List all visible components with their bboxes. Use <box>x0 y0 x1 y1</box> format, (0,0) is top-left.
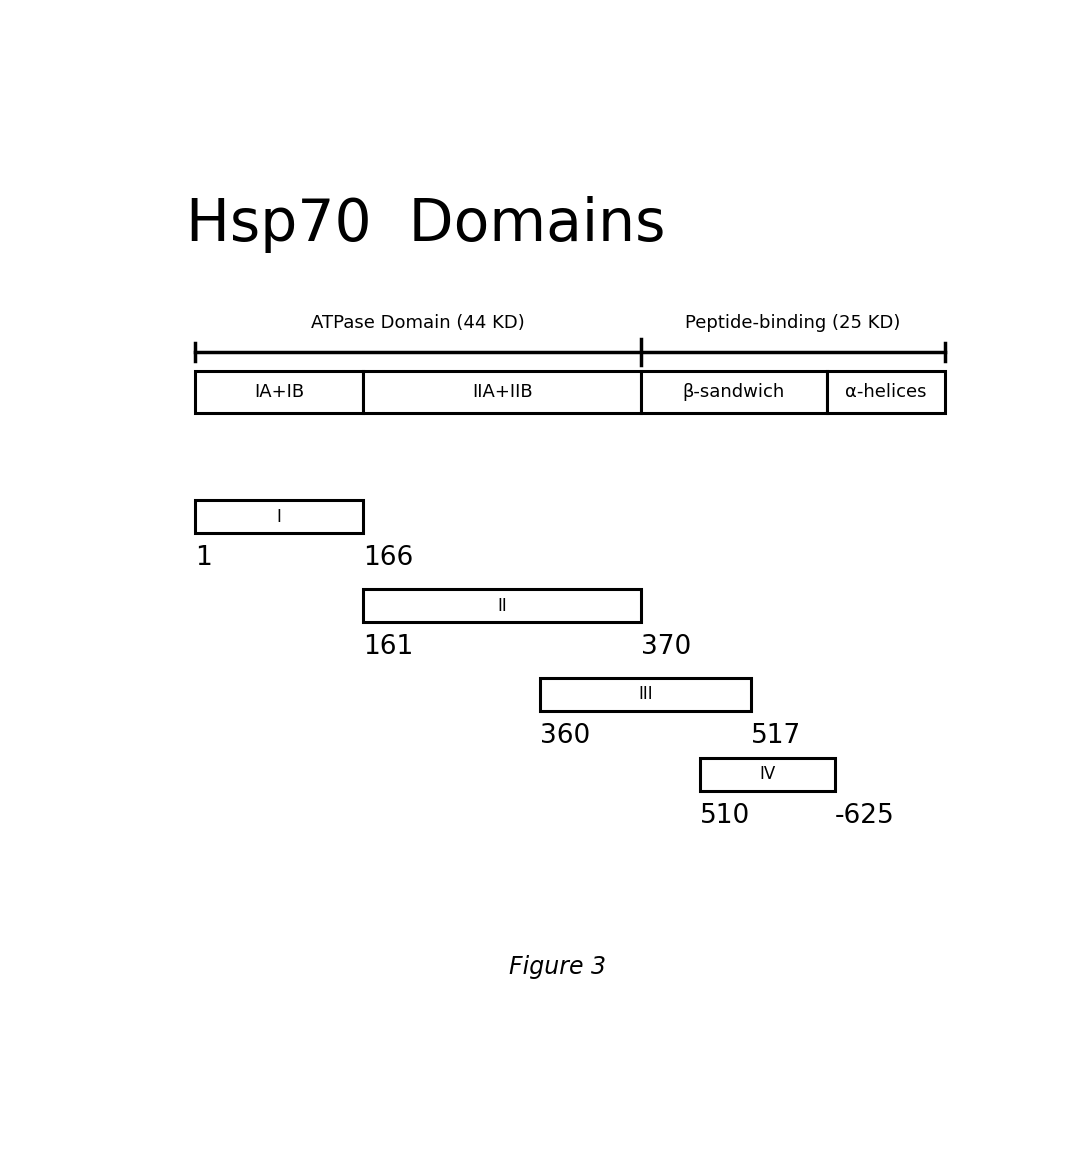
Bar <box>363 589 641 623</box>
Text: IV: IV <box>760 766 776 783</box>
Text: III: III <box>638 685 653 703</box>
Text: 510: 510 <box>700 803 750 829</box>
Text: IA+IB: IA+IB <box>254 383 304 401</box>
Text: IIA+IIB: IIA+IIB <box>472 383 533 401</box>
Text: β-sandwich: β-sandwich <box>683 383 785 401</box>
Bar <box>540 678 751 711</box>
Text: Hsp70  Domains: Hsp70 Domains <box>187 196 666 253</box>
Text: -625: -625 <box>835 803 895 829</box>
Bar <box>363 371 641 413</box>
Text: Peptide-binding (25 KD): Peptide-binding (25 KD) <box>685 314 901 333</box>
Text: Figure 3: Figure 3 <box>509 955 605 979</box>
Text: II: II <box>498 596 508 614</box>
Text: 161: 161 <box>363 634 413 660</box>
Bar <box>700 758 835 791</box>
Bar <box>195 371 363 413</box>
Text: ATPase Domain (44 KD): ATPase Domain (44 KD) <box>311 314 525 333</box>
Text: 1: 1 <box>195 545 212 571</box>
Text: I: I <box>277 507 282 526</box>
Bar <box>641 371 826 413</box>
Text: 360: 360 <box>540 723 590 748</box>
Bar <box>195 500 363 534</box>
Text: α-helices: α-helices <box>845 383 926 401</box>
Text: 166: 166 <box>363 545 413 571</box>
Text: 370: 370 <box>641 634 691 660</box>
Text: 517: 517 <box>751 723 801 748</box>
Bar <box>826 371 945 413</box>
